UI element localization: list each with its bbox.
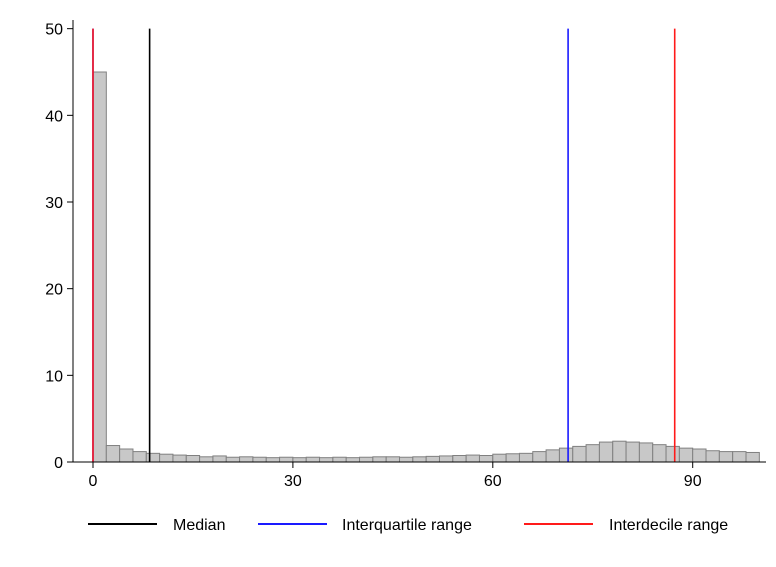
histogram-bar bbox=[438, 455, 454, 463]
x-tick-label: 90 bbox=[684, 473, 702, 490]
histogram-bar bbox=[532, 451, 547, 463]
y-tick-label: 50 bbox=[45, 22, 63, 39]
histogram-bar bbox=[705, 450, 720, 463]
histogram-bar bbox=[732, 451, 747, 463]
histogram-bar bbox=[119, 448, 134, 463]
histogram-bar bbox=[145, 452, 161, 463]
histogram-bar bbox=[612, 440, 627, 463]
histogram-bar bbox=[359, 456, 374, 463]
histogram-bar bbox=[319, 457, 334, 463]
histogram-bar bbox=[92, 71, 107, 463]
histogram-bar bbox=[492, 453, 507, 463]
x-tick-label: 60 bbox=[484, 473, 502, 490]
histogram-bar bbox=[225, 456, 241, 463]
histogram-bar bbox=[692, 448, 707, 463]
y-tick-label: 30 bbox=[45, 195, 63, 212]
y-tick-label: 10 bbox=[45, 368, 63, 385]
legend-label-median: Median bbox=[173, 517, 225, 534]
y-tick-label: 40 bbox=[45, 108, 63, 125]
histogram-bar bbox=[452, 455, 467, 463]
histogram-bar bbox=[305, 456, 321, 463]
histogram-bar bbox=[372, 456, 387, 463]
histogram-bar bbox=[212, 455, 227, 463]
histogram-bar bbox=[172, 454, 187, 463]
histogram-bar bbox=[558, 447, 574, 463]
legend-label-interdecile-range: Interdecile range bbox=[609, 517, 728, 534]
histogram-bar bbox=[252, 456, 267, 463]
histogram-bar bbox=[518, 452, 534, 463]
histogram-bar bbox=[105, 445, 121, 463]
legend: Median Interquartile range Interdecile r… bbox=[88, 517, 728, 534]
histogram-bar bbox=[385, 456, 401, 463]
x-axis-ticks: 0 30 60 90 bbox=[89, 462, 702, 490]
histogram-bar bbox=[132, 451, 147, 463]
histogram-bar bbox=[652, 444, 667, 463]
histogram-bar bbox=[239, 456, 254, 463]
x-tick-label: 30 bbox=[284, 473, 302, 490]
histogram-bar bbox=[199, 456, 214, 463]
histogram-bar bbox=[425, 455, 440, 463]
histogram-bar bbox=[345, 457, 361, 463]
histogram-bar bbox=[545, 449, 560, 463]
histogram-bar bbox=[465, 454, 480, 463]
histogram-bar bbox=[585, 444, 600, 463]
histogram-bar bbox=[159, 453, 174, 463]
histogram-bar bbox=[745, 451, 760, 463]
axes bbox=[72, 20, 766, 463]
histogram-bar bbox=[598, 441, 614, 463]
y-tick-label: 20 bbox=[45, 282, 63, 299]
reference-lines bbox=[92, 28, 676, 462]
histogram-bar bbox=[399, 456, 414, 463]
histogram-bar bbox=[185, 455, 201, 463]
legend-label-interquartile-range: Interquartile range bbox=[342, 517, 472, 534]
histogram-bars bbox=[92, 71, 760, 463]
histogram-bar bbox=[478, 455, 494, 463]
histogram-bar bbox=[265, 457, 281, 463]
histogram-bar bbox=[505, 453, 520, 463]
histogram-bar bbox=[332, 456, 347, 463]
y-tick-label: 0 bbox=[54, 455, 63, 472]
x-tick-label: 0 bbox=[89, 473, 98, 490]
histogram-bar bbox=[678, 447, 694, 463]
histogram-bar bbox=[665, 445, 680, 463]
histogram-bar bbox=[638, 442, 654, 463]
histogram-bar bbox=[572, 445, 587, 463]
histogram-bar bbox=[625, 441, 640, 463]
y-axis-ticks: 0 10 20 30 40 50 bbox=[45, 22, 73, 472]
histogram-bar bbox=[279, 456, 294, 463]
histogram-bar bbox=[292, 457, 307, 463]
histogram-bar bbox=[718, 451, 734, 463]
histogram-bar bbox=[412, 456, 427, 463]
